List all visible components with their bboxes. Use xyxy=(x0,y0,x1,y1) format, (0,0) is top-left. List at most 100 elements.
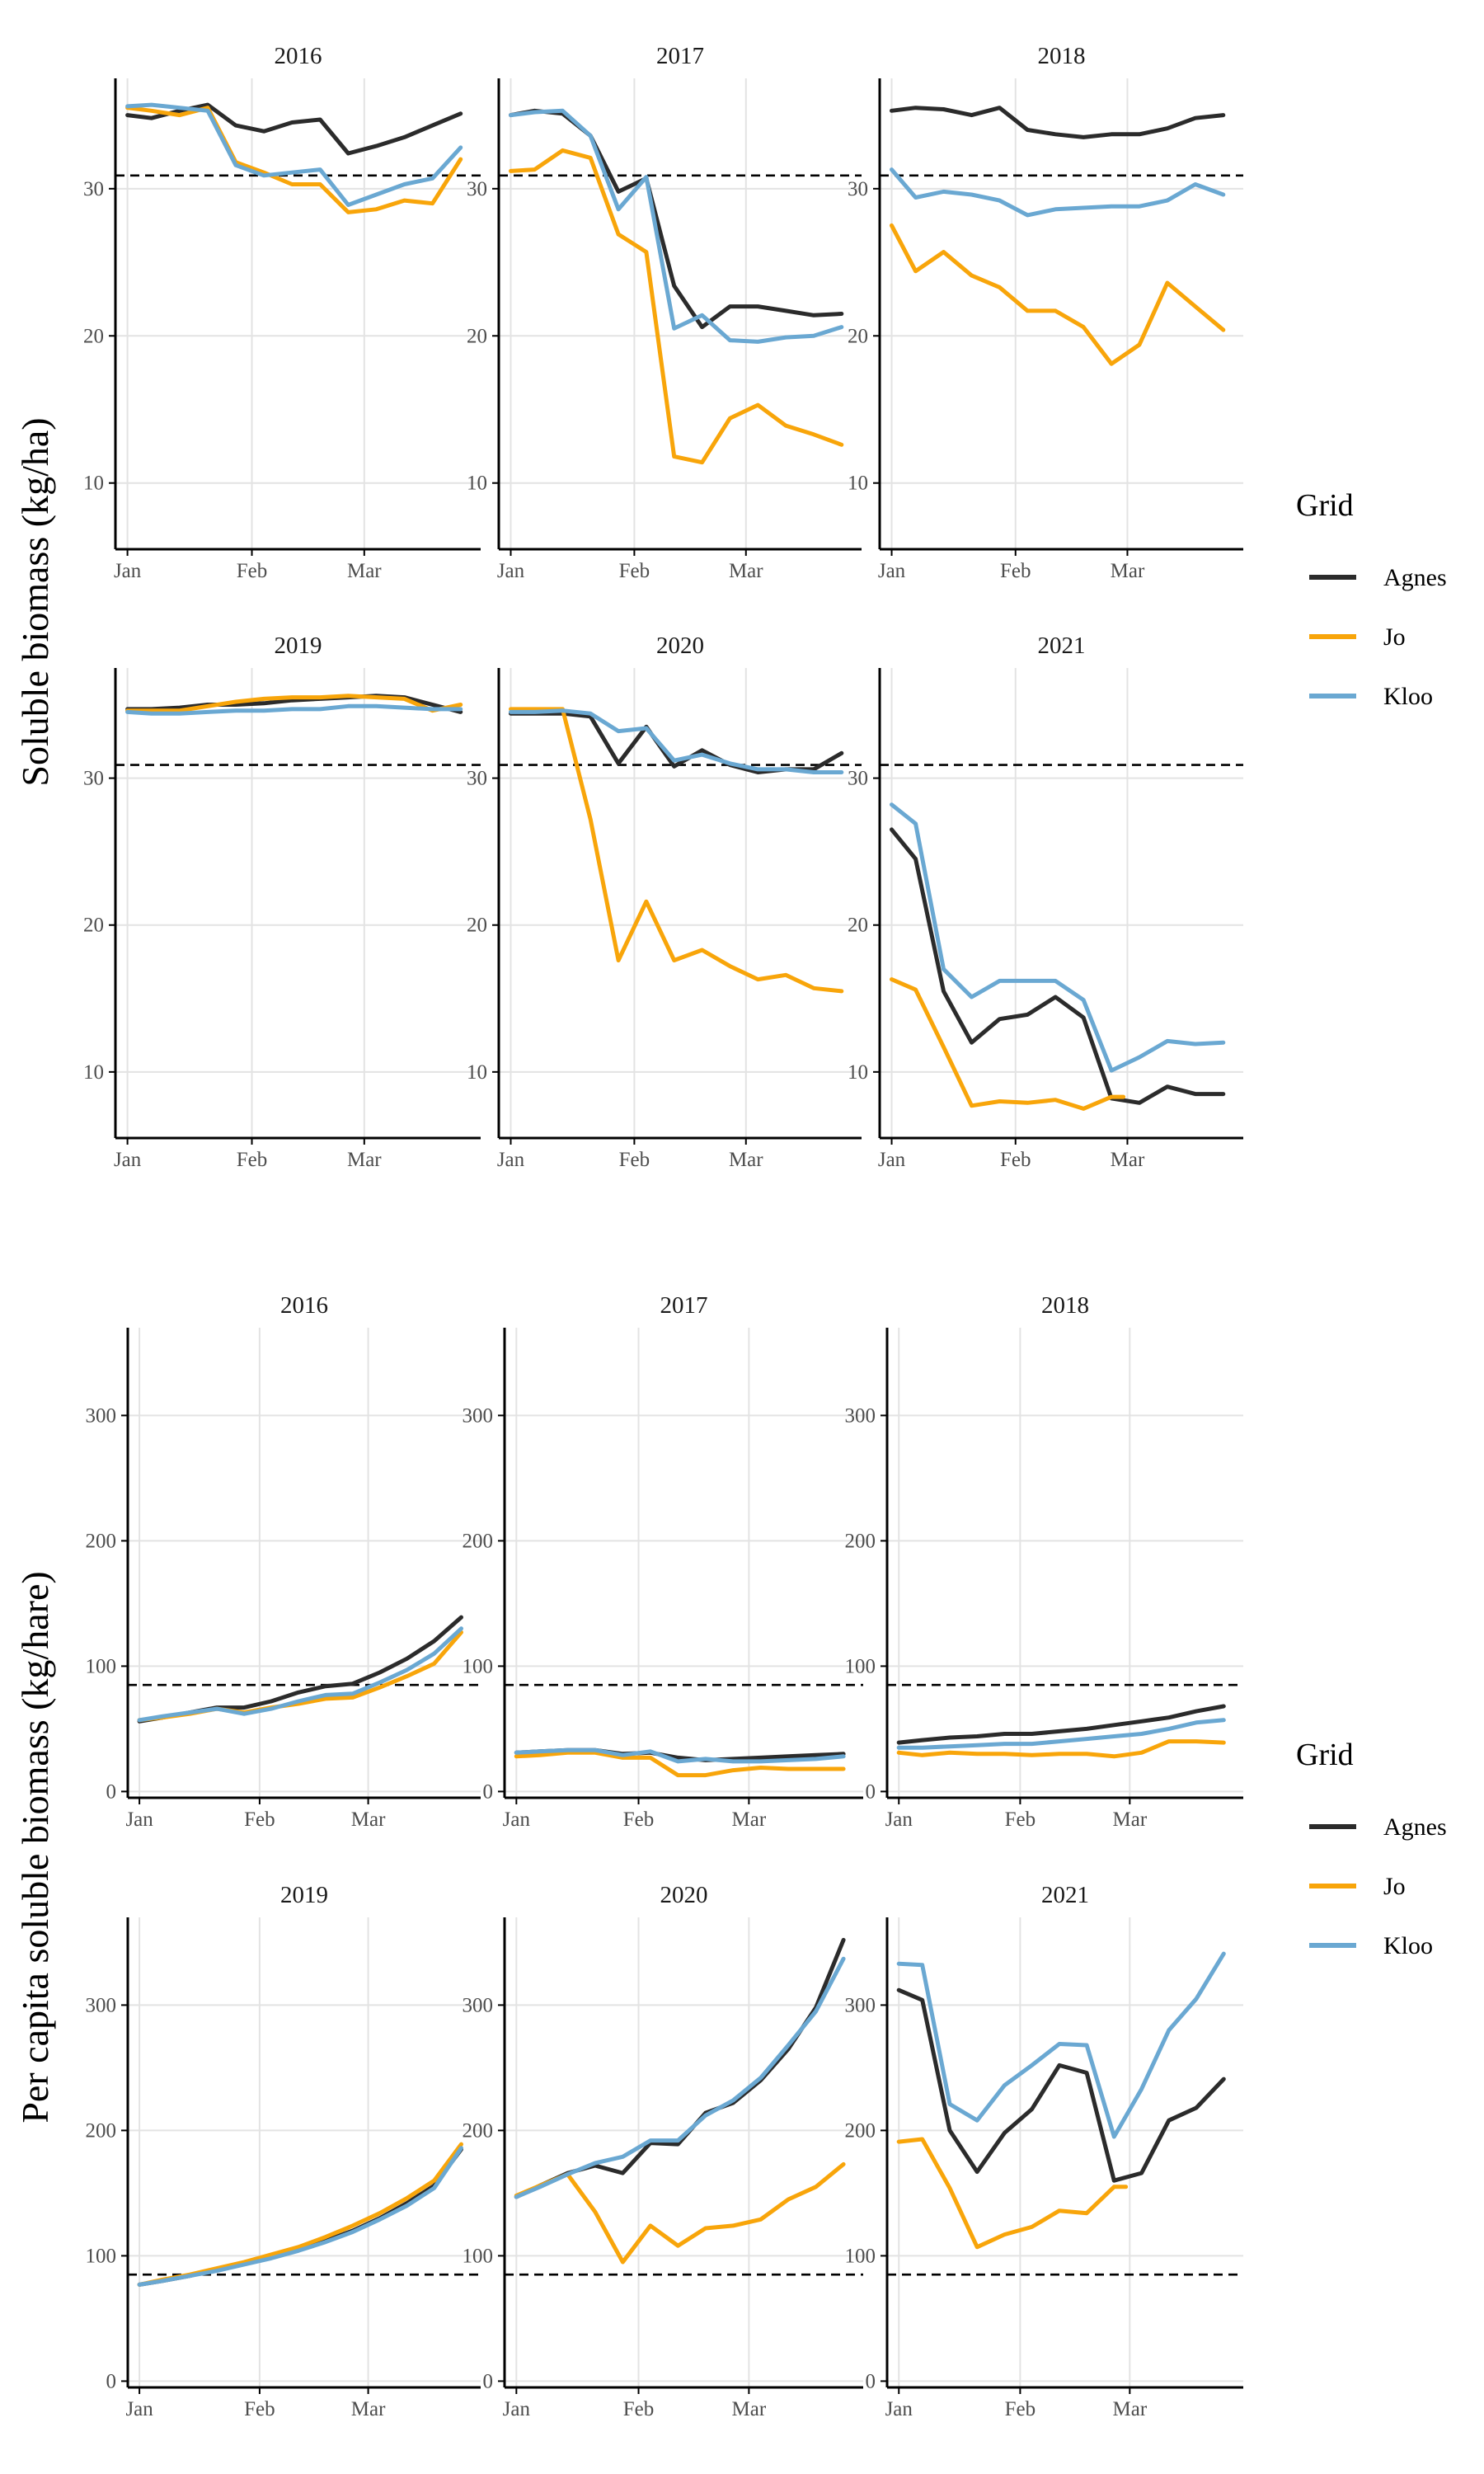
x-tick-label: Feb xyxy=(244,1808,275,1831)
y-tick-label: 300 xyxy=(845,1994,876,2016)
facet-panel-2020: 2020 Jan Feb Mar 10 20 30 xyxy=(467,633,862,1171)
series-line-agnes xyxy=(137,1615,463,1724)
y-tick-label: 0 xyxy=(483,1780,494,1803)
y-tick-label: 200 xyxy=(463,2119,494,2142)
facet-strip-label: 2021 xyxy=(1038,633,1086,659)
x-tick-label: Jan xyxy=(125,1808,153,1831)
x-tick-label: Feb xyxy=(237,560,268,582)
legend-label: Agnes xyxy=(1383,564,1447,591)
y-axis-title-soluble-biomass: Soluble biomass (kg/ha) xyxy=(14,417,56,786)
x-tick-label: Jan xyxy=(125,2398,153,2420)
facet-strip-label: 2018 xyxy=(1041,1292,1089,1319)
series-line-kloo xyxy=(890,802,1226,1073)
series-line-kloo xyxy=(896,1718,1226,1750)
series-line-jo xyxy=(896,1739,1226,1759)
x-tick-label: Feb xyxy=(1000,560,1031,582)
y-tick-label: 300 xyxy=(463,1994,494,2016)
y-tick-label: 100 xyxy=(86,2245,117,2267)
y-tick-label: 10 xyxy=(848,473,868,495)
legend-label: Kloo xyxy=(1383,683,1433,710)
x-tick-label: Jan xyxy=(497,560,525,582)
series-line-jo xyxy=(125,694,463,713)
y-tick-label: 20 xyxy=(467,915,487,937)
x-tick-label: Jan xyxy=(885,1808,913,1831)
series-line-kloo xyxy=(137,1626,463,1723)
facet-panel-2021: 2021 Jan Feb Mar 0 100 200 300 xyxy=(845,1882,1243,2420)
series-line-agnes xyxy=(896,1704,1226,1745)
legend-title: Grid xyxy=(1296,488,1354,523)
series-line-kloo xyxy=(125,102,463,207)
x-tick-label: Jan xyxy=(114,1149,142,1171)
y-tick-label: 30 xyxy=(467,768,487,790)
facet-panel-2017: 2017 Jan Feb Mar 0 100 200 300 xyxy=(463,1292,863,1831)
x-tick-label: Jan xyxy=(497,1149,525,1171)
y-tick-label: 10 xyxy=(848,1061,868,1084)
y-tick-label: 100 xyxy=(86,1655,117,1677)
facet-panel-2019: 2019 Jan Feb Mar 10 20 30 xyxy=(83,633,481,1171)
y-tick-label: 0 xyxy=(106,1780,117,1803)
x-tick-label: Mar xyxy=(732,2398,767,2420)
y-tick-label: 20 xyxy=(467,325,487,347)
series-line-agnes xyxy=(125,102,463,156)
x-tick-label: Feb xyxy=(244,2398,275,2420)
series-line-agnes xyxy=(509,108,844,330)
legend-title: Grid xyxy=(1296,1738,1354,1772)
y-tick-label: 20 xyxy=(83,915,104,937)
y-tick-label: 100 xyxy=(845,2245,876,2267)
facet-panel-2018: 2018 Jan Feb Mar 10 20 30 xyxy=(848,43,1243,582)
series-line-kloo xyxy=(890,167,1226,218)
x-tick-label: Jan xyxy=(503,2398,531,2420)
y-tick-label: 200 xyxy=(86,1530,117,1552)
x-tick-label: Mar xyxy=(347,560,382,582)
y-tick-label: 0 xyxy=(106,2370,117,2392)
x-tick-label: Mar xyxy=(1113,1808,1148,1831)
series-line-jo xyxy=(890,223,1226,366)
y-tick-label: 200 xyxy=(86,2119,117,2142)
y-tick-label: 0 xyxy=(866,1780,876,1803)
facet-panel-2021: 2021 Jan Feb Mar 10 20 30 xyxy=(848,633,1243,1171)
y-tick-label: 300 xyxy=(845,1404,876,1427)
facet-strip-label: 2018 xyxy=(1038,43,1086,69)
x-tick-label: Feb xyxy=(623,1808,655,1831)
facet-strip-label: 2019 xyxy=(280,1882,328,1908)
y-tick-label: 0 xyxy=(866,2370,876,2392)
y-tick-label: 10 xyxy=(83,1061,104,1084)
legend-label: Kloo xyxy=(1383,1932,1433,1959)
y-tick-label: 200 xyxy=(845,2119,876,2142)
y-tick-label: 100 xyxy=(845,1655,876,1677)
series-line-agnes xyxy=(514,1937,846,2199)
facet-panel-2020: 2020 Jan Feb Mar 0 100 200 300 xyxy=(463,1882,863,2420)
facet-strip-label: 2019 xyxy=(275,633,322,659)
x-tick-label: Feb xyxy=(1005,2398,1036,2420)
series-line-jo xyxy=(125,106,463,214)
x-tick-label: Mar xyxy=(351,2398,386,2420)
y-tick-label: 200 xyxy=(463,1530,494,1552)
y-tick-label: 20 xyxy=(848,325,868,347)
facet-panel-2016: 2016 Jan Feb Mar 10 20 30 xyxy=(83,43,481,582)
series-line-jo xyxy=(890,977,1126,1111)
series-line-agnes xyxy=(896,1987,1226,2183)
legend: Grid Agnes Jo Kloo xyxy=(1296,488,1447,710)
legend: Grid Agnes Jo Kloo xyxy=(1296,1738,1447,1959)
series-line-agnes xyxy=(137,2147,463,2287)
facet-strip-label: 2020 xyxy=(660,1882,708,1908)
x-tick-label: Feb xyxy=(619,1149,650,1171)
x-tick-label: Feb xyxy=(1000,1149,1031,1171)
x-tick-label: Feb xyxy=(1005,1808,1036,1831)
y-tick-label: 200 xyxy=(845,1530,876,1552)
x-tick-label: Mar xyxy=(729,1149,763,1171)
series-line-jo xyxy=(896,2137,1129,2250)
series-line-agnes xyxy=(509,711,844,774)
x-tick-label: Mar xyxy=(347,1149,382,1171)
y-tick-label: 30 xyxy=(83,178,104,200)
x-tick-label: Mar xyxy=(1113,2398,1148,2420)
series-line-kloo xyxy=(514,1747,846,1764)
y-tick-label: 100 xyxy=(463,1655,494,1677)
y-tick-label: 10 xyxy=(467,473,487,495)
legends: Grid Agnes Jo Kloo Grid Agnes Jo Kloo xyxy=(1296,488,1447,1959)
facet-strip-label: 2016 xyxy=(280,1292,328,1319)
x-tick-label: Jan xyxy=(885,2398,913,2420)
x-tick-label: Mar xyxy=(1111,560,1145,582)
x-tick-label: Mar xyxy=(732,1808,767,1831)
x-tick-label: Mar xyxy=(351,1808,386,1831)
